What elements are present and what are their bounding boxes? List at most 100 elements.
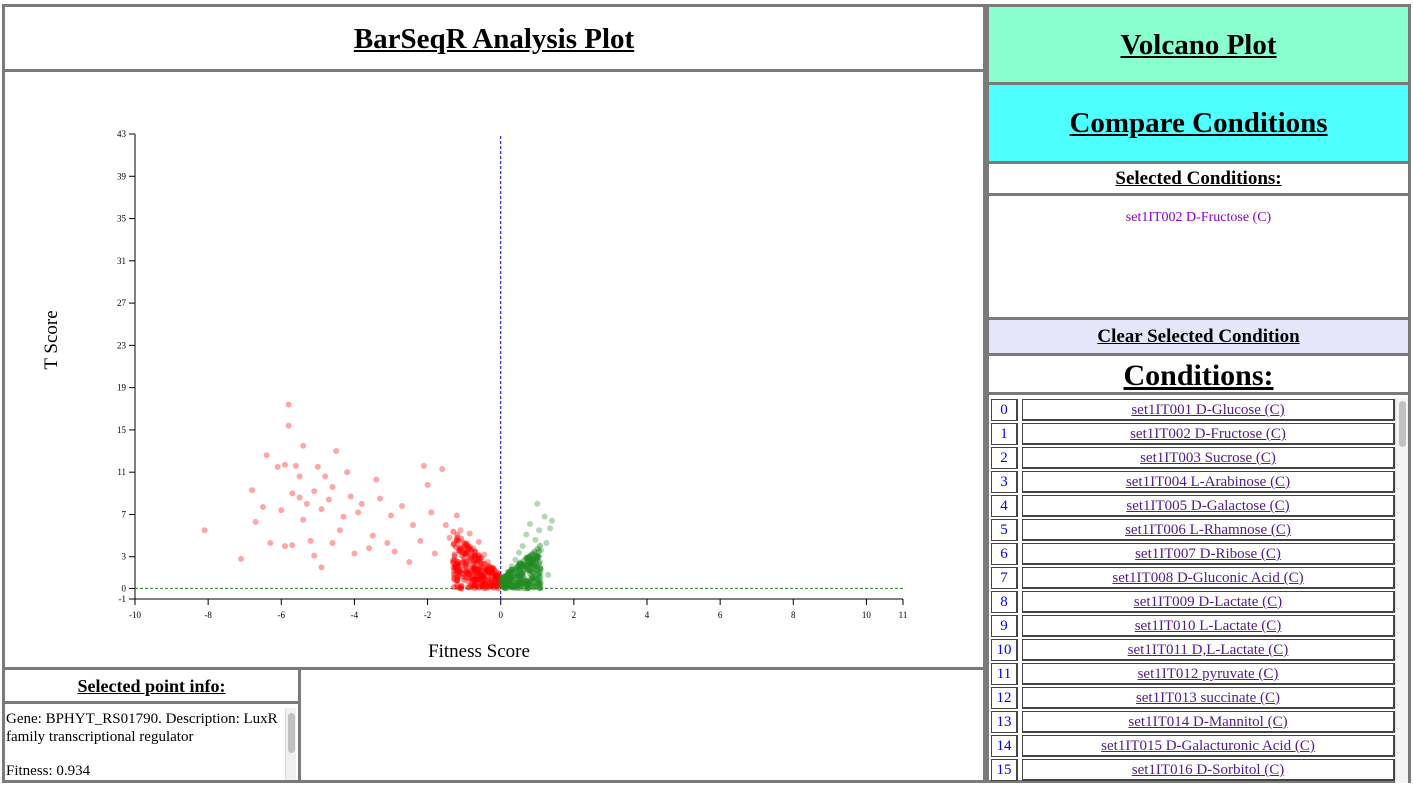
condition-link[interactable]: set1IT012 pyruvate (C) [1022, 663, 1395, 685]
info-scrollbar[interactable] [285, 708, 296, 780]
data-point [526, 560, 533, 567]
data-point [516, 579, 523, 586]
data-point [503, 577, 510, 584]
data-point [520, 579, 527, 586]
condition-link[interactable]: set1IT015 D-Galacturonic Acid (C) [1022, 735, 1395, 757]
data-point [501, 572, 508, 579]
data-point [468, 553, 475, 560]
condition-row[interactable]: 6 set1IT007 D-Ribose (C) [991, 543, 1395, 565]
y-tick-label: 3 [122, 552, 127, 562]
data-point [502, 582, 509, 589]
data-point [501, 585, 508, 592]
data-point [463, 550, 470, 557]
condition-row[interactable]: 7 set1IT008 D-Gluconic Acid (C) [991, 567, 1395, 589]
condition-row[interactable]: 14 set1IT015 D-Galacturonic Acid (C) [991, 735, 1395, 757]
data-point [486, 583, 493, 590]
condition-row[interactable]: 8 set1IT009 D-Lactate (C) [991, 591, 1395, 613]
x-tick-label: 8 [791, 610, 796, 620]
data-point [351, 550, 358, 557]
condition-row[interactable]: 0 set1IT001 D-Glucose (C) [991, 399, 1395, 421]
data-point [300, 516, 307, 523]
condition-row[interactable]: 10 set1IT011 D,L-Lactate (C) [991, 639, 1395, 661]
condition-row[interactable]: 9 set1IT010 L-Lactate (C) [991, 615, 1395, 637]
compare-conditions-button[interactable]: Compare Conditions [986, 85, 1408, 164]
condition-link[interactable]: set1IT010 L-Lactate (C) [1022, 615, 1395, 637]
data-point [503, 580, 510, 587]
data-point [512, 556, 519, 563]
data-point [535, 579, 542, 586]
clear-selected-condition-button[interactable]: Clear Selected Condition [986, 320, 1408, 356]
data-point [490, 583, 497, 590]
data-point [536, 560, 543, 567]
compare-conditions-link[interactable]: Compare Conditions [1069, 107, 1328, 139]
selected-condition-item[interactable]: set1IT002 D-Fructose (C) [1125, 210, 1272, 225]
data-point [468, 569, 475, 576]
data-point [464, 545, 471, 552]
volcano-plot[interactable]: -10 -8 -6 -4 -2 0 2 4 6 8 10 11-1037111519232731353… [5, 72, 983, 667]
data-point [524, 557, 531, 564]
condition-link[interactable]: set1IT008 D-Gluconic Acid (C) [1022, 567, 1395, 589]
data-point [518, 578, 525, 585]
condition-link[interactable]: set1IT006 L-Rhamnose (C) [1022, 519, 1395, 541]
volcano-plot-area[interactable]: -10 -8 -6 -4 -2 0 2 4 6 8 10 11 -1 0 3 7 11 15 19 23 27 31 35 3… [5, 72, 983, 667]
info-scrollbar-thumb[interactable] [288, 713, 295, 753]
condition-row[interactable]: 12 set1IT013 succinate (C) [991, 687, 1395, 709]
data-point [543, 539, 550, 546]
conditions-table[interactable]: 0 set1IT001 D-Glucose (C) 1 set1IT002 D-Fru… [986, 395, 1408, 783]
condition-row[interactable]: 5 set1IT006 L-Rhamnose (C) [991, 519, 1395, 541]
condition-link[interactable]: set1IT007 D-Ribose (C) [1022, 543, 1395, 565]
condition-row[interactable]: 1 set1IT002 D-Fructose (C) [991, 423, 1395, 445]
data-point [499, 576, 506, 583]
data-point [498, 575, 505, 582]
data-point [503, 576, 510, 583]
condition-link[interactable]: set1IT004 L-Arabinose (C) [1022, 471, 1395, 493]
data-point [463, 563, 470, 570]
condition-link[interactable]: set1IT002 D-Fructose (C) [1022, 423, 1395, 445]
data-point [483, 567, 490, 574]
data-point [471, 568, 478, 575]
condition-link[interactable]: set1IT005 D-Galactose (C) [1022, 495, 1395, 517]
data-point [472, 576, 479, 583]
selected-point-info-content[interactable]: Gene: BPHYT_RS01790. Description: LuxR f… [5, 704, 298, 783]
condition-row[interactable]: 4 set1IT005 D-Galactose (C) [991, 495, 1395, 517]
condition-row[interactable]: 3 set1IT004 L-Arabinose (C) [991, 471, 1395, 493]
volcano-plot-link[interactable]: Volcano Plot [1120, 29, 1277, 61]
data-point [516, 573, 523, 580]
condition-link[interactable]: set1IT009 D-Lactate (C) [1022, 591, 1395, 613]
condition-link[interactable]: set1IT014 D-Mannitol (C) [1022, 711, 1395, 733]
y-tick-label: -1 [119, 594, 127, 604]
condition-link[interactable]: set1IT011 D,L-Lactate (C) [1022, 639, 1395, 661]
volcano-plot-button[interactable]: Volcano Plot [986, 7, 1408, 85]
condition-row[interactable]: 15 set1IT016 D-Sorbitol (C) [991, 759, 1395, 781]
data-point [499, 582, 506, 589]
condition-row[interactable]: 11 set1IT012 pyruvate (C) [991, 663, 1395, 685]
condition-link[interactable]: set1IT013 succinate (C) [1022, 687, 1395, 709]
clear-selected-condition-link[interactable]: Clear Selected Condition [1097, 326, 1300, 347]
data-point [477, 564, 484, 571]
data-point [495, 580, 502, 587]
data-point [461, 577, 468, 584]
data-point [479, 582, 486, 589]
condition-row[interactable]: 13 set1IT014 D-Mannitol (C) [991, 711, 1395, 733]
data-point [515, 581, 522, 588]
condition-row[interactable]: 2 set1IT003 Sucrose (C) [991, 447, 1395, 469]
conditions-scrollbar[interactable] [1395, 398, 1408, 783]
data-point [461, 539, 468, 546]
condition-index: 1 [991, 423, 1018, 445]
conditions-scrollbar-thumb[interactable] [1399, 401, 1406, 447]
data-point [528, 558, 535, 565]
data-point [468, 547, 475, 554]
data-point [507, 576, 514, 583]
condition-link[interactable]: set1IT016 D-Sorbitol (C) [1022, 759, 1395, 781]
data-point [486, 580, 493, 587]
data-point [322, 473, 329, 480]
data-point [530, 555, 537, 562]
data-point [502, 581, 509, 588]
data-point [487, 564, 494, 571]
data-point [471, 566, 478, 573]
data-point [537, 566, 544, 573]
data-point [471, 582, 478, 589]
condition-link[interactable]: set1IT003 Sucrose (C) [1022, 447, 1395, 469]
condition-link[interactable]: set1IT001 D-Glucose (C) [1022, 399, 1395, 421]
data-point [492, 573, 499, 580]
